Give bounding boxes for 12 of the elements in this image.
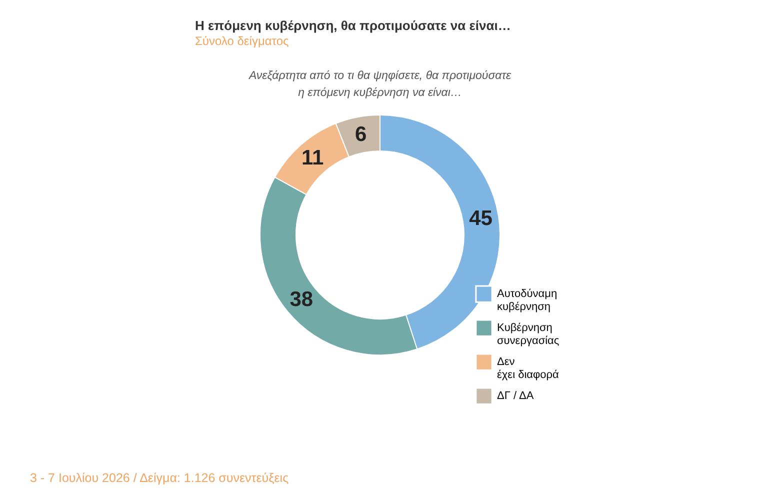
chart-subtitle: Σύνολο δείγματος [195, 34, 290, 48]
data-label: 11 [301, 146, 324, 170]
legend-label: Κυβέρνηση συνεργασίας [497, 322, 560, 347]
data-label: 38 [290, 288, 314, 312]
data-label: 6 [355, 122, 367, 146]
legend-label: Δεν έχει διαφορά [497, 356, 560, 381]
legend-label: ΔΓ / ΔΑ [497, 390, 534, 402]
text: Ανεξάρτητα από το τι θα ψηφίσετε, θα προτιμούσατε η επόμενη κυβέρνηση να είναι… [248, 70, 512, 99]
text: 3 - 7 Ιουλίου 2026 / Δείγμα: 1.126 συνεντεύξεις [30, 471, 289, 485]
data-label: 45 [469, 207, 493, 230]
chart-title: Η επόμενη κυβέρνηση, θα προτιμούσατε να είναι… [195, 18, 511, 33]
legend-label: Αυτοδύναμη κυβέρνηση [497, 288, 558, 313]
